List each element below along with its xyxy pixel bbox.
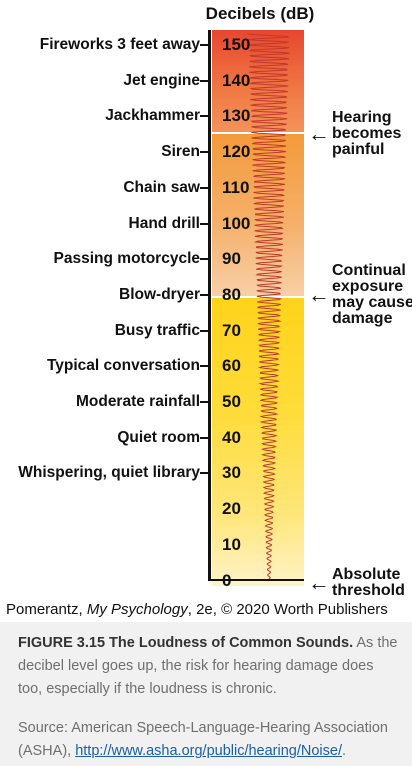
callout: ← Absolute threshold (308, 565, 405, 599)
caption-body: As the decibel level goes up, the risk f… (18, 635, 398, 697)
scale-value: 10 (222, 534, 241, 554)
scale-tick (200, 222, 210, 225)
scale-tick (200, 472, 210, 475)
scale-tick (200, 365, 210, 368)
credit-rest: , 2e, © 2020 Worth Publishers (187, 601, 388, 618)
callout: ← Continual exposure may cause damage (308, 261, 412, 327)
caption-source: Source: American Speech-Language-Hearing… (18, 717, 398, 763)
source-prefix: Source: American Speech-Language-Hearing… (18, 720, 388, 759)
scale-axis (208, 30, 211, 580)
sound-source-label: Jackhammer (105, 107, 200, 125)
scale-value: 50 (222, 392, 241, 411)
scale-value: 130 (222, 106, 251, 126)
sound-source-label: Fireworks 3 feet away (39, 36, 200, 53)
scale-tick (200, 186, 210, 189)
sound-wave-path (248, 33, 290, 582)
scale-tick (200, 293, 210, 296)
scale-value: 70 (222, 320, 241, 340)
sound-source-label: Busy traffic (114, 321, 200, 339)
figure-title: Decibels (dB) (205, 4, 315, 23)
caption-label: FIGURE 3.15 The Loudness of Common Sound… (18, 635, 354, 651)
scale-value: 150 (222, 35, 251, 54)
source-suffix: . (342, 743, 347, 759)
sound-source-label: Blow-dryer (119, 285, 200, 303)
arrow-left-icon: ← (308, 281, 330, 307)
sound-wave-graphic (248, 33, 290, 582)
sound-source-label: Passing motorcycle (53, 250, 200, 268)
sound-source-label: Whispering, quiet library (18, 464, 200, 482)
loudness-figure: Decibels (dB) 150 140 130 120 110 100 90 80 70 60… (18, 4, 412, 599)
scale-value: 140 (222, 70, 251, 90)
safe-zone (212, 297, 304, 586)
scale-value: 90 (222, 249, 241, 269)
scale-tick (200, 44, 210, 46)
scale-value: 40 (222, 427, 241, 447)
caption-text: FIGURE 3.15 The Loudness of Common Sound… (18, 632, 398, 701)
arrow-left-icon: ← (308, 569, 330, 595)
sound-source-label: Hand drill (128, 214, 200, 232)
scale-tick (200, 115, 210, 118)
callout-text: Absolute threshold (332, 565, 405, 599)
scale-value: 60 (222, 356, 241, 376)
scale-tick (200, 436, 210, 439)
scale-value: 0 (222, 570, 232, 590)
scale-value: 110 (222, 177, 250, 197)
sound-source-label: Jet engine (123, 71, 200, 89)
scale-tick (200, 329, 210, 332)
scale-axis-base (208, 579, 304, 581)
scale-value: 100 (222, 213, 251, 233)
figure-caption: FIGURE 3.15 The Loudness of Common Sound… (0, 622, 412, 766)
sound-source-label: Chain saw (123, 178, 200, 196)
scale-value: 30 (222, 463, 241, 483)
credit-book: My Psychology (86, 601, 188, 618)
scale-tick (200, 79, 210, 82)
scale-tick (200, 258, 210, 261)
scale-value: 80 (222, 284, 241, 304)
image-credit: Pomerantz, My Psychology, 2e, © 2020 Wor… (6, 601, 388, 618)
sound-source-label: Typical conversation (46, 357, 200, 375)
sound-source-label: Moderate rainfall (75, 393, 200, 410)
source-link[interactable]: http://www.asha.org/public/hearing/Noise… (75, 743, 342, 759)
scale-tick (200, 401, 210, 403)
scale-value: 20 (222, 499, 241, 519)
sound-source-label: Siren (161, 143, 200, 161)
callout: ← Hearing becomes painful (308, 110, 401, 158)
sound-source-label: Quiet room (117, 428, 200, 446)
arrow-left-icon: ← (308, 121, 330, 147)
scale-value: 120 (222, 142, 251, 162)
credit-author: Pomerantz, (6, 601, 87, 618)
callout-text: Continual exposure may cause damage (332, 261, 412, 327)
callout-text: Hearing becomes painful (332, 109, 402, 159)
scale-tick (200, 151, 210, 154)
